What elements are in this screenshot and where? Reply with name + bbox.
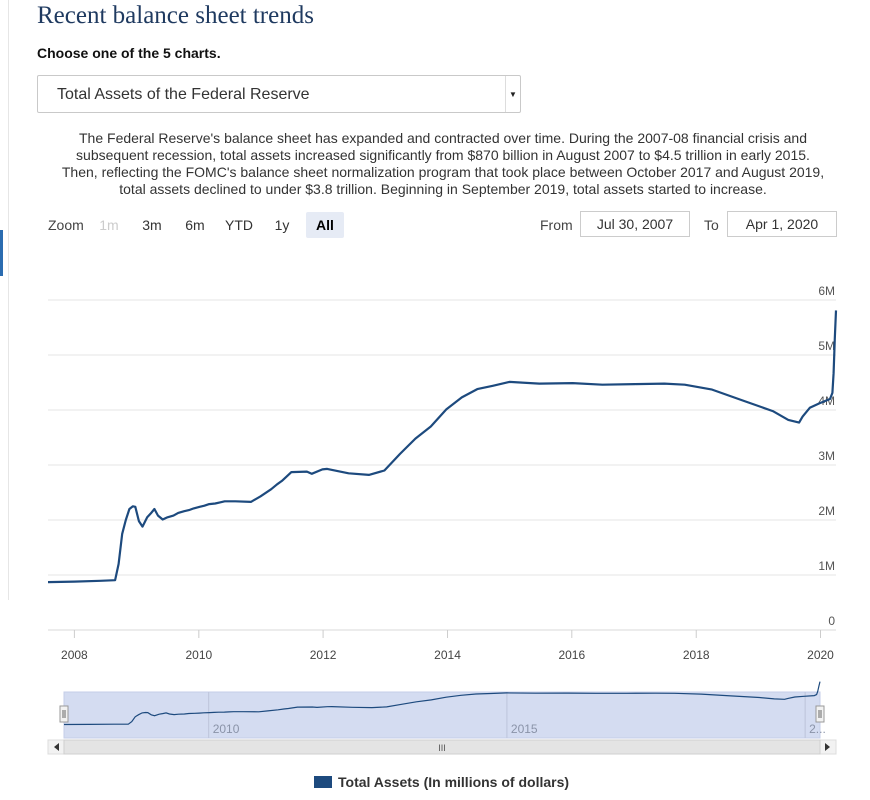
handle-body bbox=[815, 705, 825, 723]
zoom-label: Zoom bbox=[48, 217, 84, 233]
y-tick-label: 1M bbox=[818, 559, 835, 573]
chart-select-dropdown[interactable]: Total Assets of the Federal Reserve ▼ bbox=[37, 75, 521, 113]
y-tick-label: 6M bbox=[818, 284, 835, 298]
zoom-3m-button[interactable]: 3m bbox=[142, 217, 162, 233]
series-line-total-assets bbox=[47, 310, 838, 584]
x-tick-label: 2010 bbox=[185, 648, 212, 662]
chart-legend[interactable]: Total Assets (In millions of dollars) bbox=[314, 774, 569, 790]
page-left-border bbox=[8, 0, 9, 600]
y-tick-label: 0 bbox=[828, 614, 835, 628]
handle-body bbox=[59, 705, 69, 723]
page-left-accent bbox=[0, 230, 3, 276]
triangle-left-icon[interactable] bbox=[54, 743, 59, 751]
navigator-tick-label: 2010 bbox=[213, 722, 240, 736]
scrollbar-thumb[interactable] bbox=[63, 739, 821, 755]
chart-chooser-label: Choose one of the 5 charts. bbox=[37, 45, 221, 61]
x-tick-label: 2014 bbox=[434, 648, 461, 662]
navigator-selected-range bbox=[63, 691, 821, 739]
navigator-series-line bbox=[63, 681, 821, 726]
y-tick-label: 5M bbox=[818, 339, 835, 353]
range-to-input[interactable]: Apr 1, 2020 bbox=[727, 211, 837, 237]
range-from-input[interactable]: Jul 30, 2007 bbox=[580, 211, 690, 237]
navigator-left-handle[interactable] bbox=[59, 705, 69, 723]
page-title: Recent balance sheet trends bbox=[37, 2, 314, 29]
legend-label: Total Assets (In millions of dollars) bbox=[338, 774, 570, 790]
zoom-6m-button[interactable]: 6m bbox=[185, 217, 205, 233]
navigator-tick-label: 2... bbox=[809, 722, 826, 736]
x-tick-label: 2008 bbox=[61, 648, 88, 662]
range-from-label: From bbox=[540, 217, 573, 233]
legend-swatch bbox=[314, 776, 332, 788]
chart-description: The Federal Reserve's balance sheet has … bbox=[61, 130, 825, 197]
y-tick-label: 2M bbox=[818, 504, 835, 518]
navigator-tick-label: 2015 bbox=[511, 722, 538, 736]
x-tick-label: 2020 bbox=[807, 648, 834, 662]
zoom-1m-button[interactable]: 1m bbox=[99, 217, 119, 233]
zoom-1y-button[interactable]: 1y bbox=[274, 217, 290, 233]
navigator-right-handle[interactable] bbox=[815, 705, 825, 723]
triangle-down-icon: ▼ bbox=[505, 76, 520, 112]
chart-select-value: Total Assets of the Federal Reserve bbox=[57, 86, 310, 103]
y-tick-label: 3M bbox=[818, 449, 835, 463]
triangle-right-icon[interactable] bbox=[825, 743, 830, 751]
x-tick-label: 2016 bbox=[558, 648, 585, 662]
x-tick-label: 2012 bbox=[310, 648, 337, 662]
range-to-label: To bbox=[704, 217, 719, 233]
zoom-all-button[interactable]: All bbox=[306, 212, 344, 238]
scrollbar-grip: III bbox=[438, 743, 446, 753]
zoom-ytd-button[interactable]: YTD bbox=[225, 217, 253, 233]
x-tick-label: 2018 bbox=[683, 648, 710, 662]
